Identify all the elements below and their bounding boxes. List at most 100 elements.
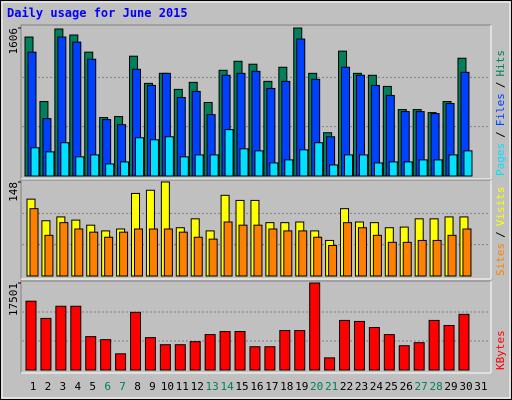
- bar: [130, 311, 142, 371]
- x-tick-label: 13: [206, 380, 219, 393]
- bar: [443, 324, 455, 371]
- y-tick-label: 17501: [7, 283, 20, 316]
- x-tick-label: 3: [60, 380, 67, 393]
- bar: [60, 142, 70, 177]
- x-tick-label: 17: [265, 380, 278, 393]
- bar: [224, 129, 234, 177]
- bar: [75, 156, 85, 177]
- bar: [179, 156, 189, 177]
- bar: [238, 224, 248, 277]
- bar: [324, 357, 336, 371]
- bar: [413, 342, 425, 371]
- bar: [383, 334, 395, 371]
- x-tick-label: 11: [176, 380, 189, 393]
- legend-separator: /: [494, 131, 507, 138]
- bar: [134, 228, 144, 277]
- bar: [402, 241, 412, 277]
- bar: [149, 139, 159, 177]
- bar: [283, 230, 293, 277]
- bar: [403, 161, 413, 177]
- bar: [294, 330, 306, 371]
- bar: [90, 154, 100, 177]
- x-tick-label: 18: [280, 380, 293, 393]
- bar: [339, 319, 351, 371]
- x-tick-label: 4: [74, 380, 81, 393]
- x-tick-label: 6: [104, 380, 111, 393]
- bar: [329, 164, 339, 177]
- x-tick-label: 27: [415, 380, 428, 393]
- bar: [30, 147, 40, 177]
- x-tick-label: 23: [355, 380, 368, 393]
- x-tick-label: 5: [89, 380, 96, 393]
- bar: [432, 239, 442, 277]
- bar: [433, 159, 443, 177]
- bar: [100, 339, 112, 371]
- bar: [463, 150, 473, 177]
- legend-entry: KBytes: [494, 330, 507, 370]
- x-tick-label: 26: [400, 380, 413, 393]
- bar: [343, 222, 353, 277]
- bar: [204, 334, 216, 371]
- bar: [313, 236, 323, 277]
- y-tick-label: 1606: [7, 28, 20, 55]
- bar: [29, 208, 39, 277]
- bar: [105, 163, 115, 177]
- bar: [328, 245, 338, 277]
- x-tick-label: 22: [340, 380, 353, 393]
- bar: [208, 238, 218, 277]
- bar: [249, 346, 261, 371]
- bar: [85, 336, 97, 371]
- bar: [194, 154, 204, 177]
- bar: [268, 228, 278, 277]
- bar: [59, 222, 69, 277]
- bar: [253, 224, 263, 277]
- bar: [372, 234, 382, 277]
- bar: [223, 221, 233, 277]
- x-tick-label: 10: [161, 380, 174, 393]
- bar: [387, 241, 397, 277]
- bar: [44, 234, 54, 277]
- x-tick-label: 30: [459, 380, 472, 393]
- bar: [373, 162, 383, 177]
- x-tick-label: 24: [370, 380, 384, 393]
- bar: [368, 327, 380, 371]
- x-tick-label: 7: [119, 380, 126, 393]
- legend: KBytes: [494, 330, 507, 370]
- bar: [159, 344, 171, 371]
- bar: [398, 345, 410, 371]
- bar: [264, 346, 276, 371]
- bar: [189, 341, 201, 371]
- bar: [448, 154, 458, 177]
- bar: [299, 149, 309, 177]
- bar: [209, 154, 219, 177]
- legend: Sites / Visits: [494, 187, 507, 277]
- bar: [193, 236, 203, 277]
- legend-separator: /: [494, 82, 507, 89]
- x-tick-label: 19: [295, 380, 308, 393]
- bar: [428, 319, 440, 371]
- bar: [284, 159, 294, 177]
- bar: [447, 234, 457, 277]
- bar: [314, 142, 324, 177]
- bar: [120, 161, 130, 177]
- bar: [164, 136, 174, 177]
- bar: [254, 150, 264, 177]
- bar: [25, 300, 37, 371]
- x-tick-label: 31: [474, 380, 487, 393]
- bar: [40, 317, 52, 371]
- x-tick-label: 8: [134, 380, 141, 393]
- x-tick-label: 1: [30, 380, 37, 393]
- x-tick-label: 28: [429, 380, 442, 393]
- legend-entry: Sites: [494, 243, 507, 276]
- chart-title: Daily usage for June 2015: [7, 6, 188, 20]
- bar: [89, 231, 99, 277]
- bar: [370, 84, 380, 177]
- x-tick-label: 16: [250, 380, 263, 393]
- bar: [74, 228, 84, 277]
- bar: [458, 313, 470, 371]
- bar: [358, 154, 368, 177]
- legend-entry: Files: [494, 93, 507, 126]
- bar: [309, 282, 321, 371]
- x-tick-label: 9: [149, 380, 156, 393]
